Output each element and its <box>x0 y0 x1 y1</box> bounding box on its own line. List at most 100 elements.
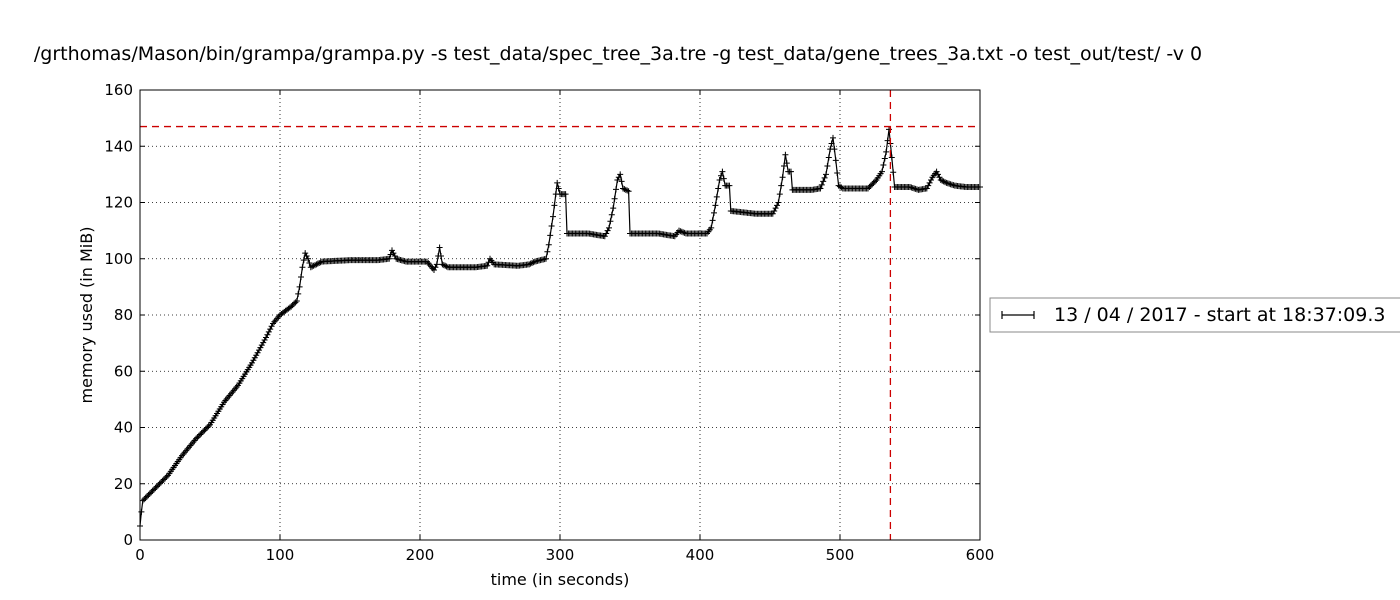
data-point-marker <box>869 181 876 188</box>
data-point-marker <box>555 185 562 192</box>
data-point-marker <box>720 175 727 182</box>
data-point-marker <box>879 168 885 175</box>
data-point-marker <box>601 233 608 240</box>
data-point-marker <box>614 177 621 183</box>
data-point-marker <box>880 162 887 168</box>
data-point-marker <box>193 435 199 442</box>
data-point-marker <box>527 260 534 267</box>
data-point-marker <box>163 473 170 480</box>
data-point-marker <box>781 162 787 169</box>
data-point-marker <box>195 432 202 439</box>
data-point-marker <box>608 211 615 218</box>
data-point-marker <box>709 217 716 224</box>
data-point-marker <box>834 169 841 176</box>
data-point-marker <box>142 494 149 501</box>
data-point-marker <box>310 262 317 269</box>
y-tick-label: 40 <box>114 419 133 437</box>
data-point-marker <box>928 177 934 183</box>
series-markers <box>137 126 983 529</box>
data-point-marker <box>265 328 272 335</box>
data-point-marker <box>442 262 449 269</box>
data-point-marker <box>711 209 717 216</box>
data-point-marker <box>312 262 318 269</box>
data-point-marker <box>302 250 309 257</box>
data-point-marker <box>890 169 897 176</box>
data-point-marker <box>820 178 827 185</box>
data-point-marker <box>390 250 397 257</box>
data-point-marker <box>940 178 947 185</box>
data-point-marker <box>443 263 450 270</box>
data-point-marker <box>432 264 439 271</box>
data-point-marker <box>249 359 255 366</box>
data-point-marker <box>726 182 733 189</box>
chart-title: /grthomas/Mason/bin/grampa/grampa.py -s … <box>34 43 1202 65</box>
data-point-marker <box>389 247 395 254</box>
data-point-marker <box>149 487 156 494</box>
data-point-marker <box>603 230 610 237</box>
data-point-marker <box>155 482 162 489</box>
data-point-marker <box>436 244 443 251</box>
data-point-marker <box>250 357 257 364</box>
data-point-marker <box>824 162 831 169</box>
data-point-marker <box>254 349 261 356</box>
data-point-marker <box>769 210 776 217</box>
y-tick-label: 80 <box>114 306 133 324</box>
data-point-marker <box>156 480 163 487</box>
y-tick-label: 120 <box>104 194 133 212</box>
legend-marker-icon <box>1001 311 1035 319</box>
data-point-marker <box>678 228 685 235</box>
data-point-marker <box>788 168 794 175</box>
y-tick-label: 160 <box>104 81 133 99</box>
data-point-marker <box>886 126 892 133</box>
data-point-marker <box>923 185 930 192</box>
data-point-marker <box>551 202 558 209</box>
data-point-marker <box>291 300 297 307</box>
data-point-marker <box>256 347 262 354</box>
data-point-marker <box>298 274 304 281</box>
data-point-marker <box>610 205 617 212</box>
data-point-marker <box>139 497 146 504</box>
data-point-marker <box>440 262 447 269</box>
data-point-marker <box>387 251 394 258</box>
data-point-marker <box>942 179 948 186</box>
data-point-marker <box>289 302 296 309</box>
data-point-marker <box>317 259 324 266</box>
data-point-marker <box>257 344 264 351</box>
x-tick-label: 100 <box>266 546 295 564</box>
data-point-marker <box>716 177 723 183</box>
data-point-marker <box>200 428 206 435</box>
data-point-marker <box>267 326 274 333</box>
data-point-marker <box>622 186 629 193</box>
data-point-marker <box>925 182 932 189</box>
data-point-marker <box>152 484 159 491</box>
data-point-marker <box>554 179 561 186</box>
data-point-marker <box>865 185 871 192</box>
data-point-marker <box>604 227 611 234</box>
data-point-marker <box>939 177 946 184</box>
data-point-marker <box>197 431 204 438</box>
data-point-marker <box>202 425 209 432</box>
data-point-marker <box>625 188 632 195</box>
data-point-marker <box>263 334 269 341</box>
data-point-marker <box>677 228 684 235</box>
data-point-marker <box>293 297 300 304</box>
data-point-marker <box>253 352 260 359</box>
data-point-marker <box>883 148 890 155</box>
data-point-marker <box>937 177 944 183</box>
data-point-marker <box>718 172 724 179</box>
x-tick-label: 300 <box>546 546 575 564</box>
data-point-marker <box>620 185 626 192</box>
axis-ticks: 0 100 200 300 400 500 600 0 20 40 60 80 100 120 140 160 <box>104 81 994 564</box>
data-point-marker <box>825 154 832 161</box>
data-point-marker <box>680 229 687 236</box>
reference-lines <box>140 90 980 540</box>
data-point-marker <box>431 267 437 273</box>
data-point-marker <box>160 476 167 483</box>
data-point-marker <box>264 331 271 338</box>
data-point-marker <box>783 160 790 167</box>
data-point-marker <box>162 475 169 482</box>
data-point-marker <box>884 137 891 144</box>
data-point-marker <box>299 264 306 271</box>
data-point-marker <box>138 508 145 515</box>
